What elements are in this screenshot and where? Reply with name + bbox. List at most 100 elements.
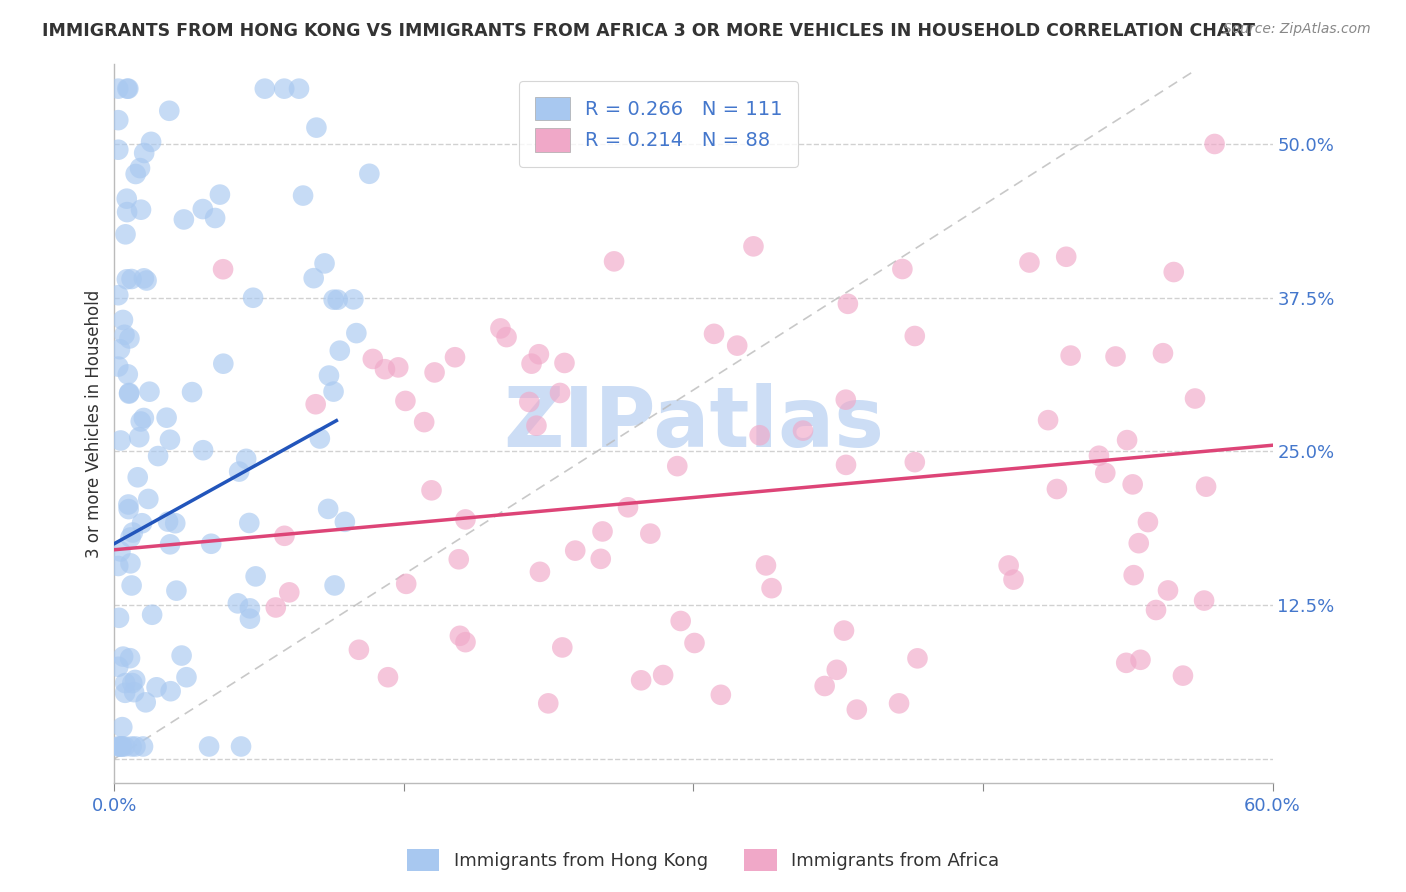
Point <box>228 465 250 479</box>
Point <box>666 459 689 474</box>
Point <box>548 386 571 401</box>
Point <box>835 392 858 407</box>
Text: Source: ZipAtlas.com: Source: ZipAtlas.com <box>1223 22 1371 37</box>
Point <box>114 676 136 690</box>
Point <box>904 329 927 343</box>
Point <box>159 684 181 698</box>
Point <box>121 272 143 286</box>
Point <box>121 676 143 690</box>
Point <box>1018 255 1040 269</box>
Point <box>107 359 129 374</box>
Point <box>114 739 136 754</box>
Point <box>107 113 129 128</box>
Point <box>755 558 778 573</box>
Point <box>226 596 249 610</box>
Point <box>122 685 145 699</box>
Point <box>1104 350 1126 364</box>
Point <box>121 739 143 754</box>
Point <box>342 293 364 307</box>
Point <box>114 227 136 242</box>
Point <box>454 635 477 649</box>
Point <box>551 640 574 655</box>
Point <box>245 569 267 583</box>
Point <box>159 433 181 447</box>
Point <box>114 686 136 700</box>
Point <box>449 629 471 643</box>
Point <box>208 187 231 202</box>
Point <box>204 211 226 225</box>
Point <box>157 515 180 529</box>
Point <box>124 739 146 754</box>
Point <box>107 143 129 157</box>
Point <box>377 670 399 684</box>
Point <box>1192 593 1215 607</box>
Point <box>825 663 848 677</box>
Point <box>135 273 157 287</box>
Point <box>1122 477 1144 491</box>
Point <box>652 668 675 682</box>
Point <box>129 202 152 217</box>
Point <box>132 739 155 754</box>
Point <box>1171 668 1194 682</box>
Point <box>520 357 543 371</box>
Point <box>117 81 139 95</box>
Point <box>887 697 910 711</box>
Point <box>630 673 652 688</box>
Point <box>1157 583 1180 598</box>
Point <box>239 601 262 615</box>
Point <box>107 739 129 754</box>
Point <box>264 600 287 615</box>
Point <box>1088 449 1111 463</box>
Point <box>129 415 152 429</box>
Point <box>212 357 235 371</box>
Point <box>1129 653 1152 667</box>
Point <box>110 434 132 448</box>
Point <box>322 293 344 307</box>
Legend: Immigrants from Hong Kong, Immigrants from Africa: Immigrants from Hong Kong, Immigrants fr… <box>399 842 1007 879</box>
Point <box>725 338 748 352</box>
Point <box>344 326 367 340</box>
Point <box>302 271 325 285</box>
Point <box>176 670 198 684</box>
Point <box>112 649 135 664</box>
Point <box>117 368 139 382</box>
Point <box>173 212 195 227</box>
Point <box>495 330 517 344</box>
Point <box>278 585 301 599</box>
Point <box>347 642 370 657</box>
Point <box>118 385 141 400</box>
Point <box>1184 392 1206 406</box>
Point <box>603 254 626 268</box>
Point <box>640 526 662 541</box>
Point <box>181 385 204 400</box>
Point <box>1204 136 1226 151</box>
Point <box>835 458 858 472</box>
Point <box>292 188 315 202</box>
Point <box>318 368 340 383</box>
Point <box>138 384 160 399</box>
Point <box>454 512 477 526</box>
Point <box>239 612 262 626</box>
Point <box>845 703 868 717</box>
Point <box>305 120 328 135</box>
Point <box>136 491 159 506</box>
Text: IMMIGRANTS FROM HONG KONG VS IMMIGRANTS FROM AFRICA 3 OR MORE VEHICLES IN HOUSEH: IMMIGRANTS FROM HONG KONG VS IMMIGRANTS … <box>42 22 1256 40</box>
Point <box>997 558 1019 573</box>
Point <box>1115 656 1137 670</box>
Point <box>253 81 276 95</box>
Point <box>374 362 396 376</box>
Point <box>1163 265 1185 279</box>
Point <box>394 393 416 408</box>
Point <box>326 293 349 307</box>
Point <box>529 565 551 579</box>
Point <box>761 581 783 595</box>
Point <box>387 360 409 375</box>
Point <box>322 384 344 399</box>
Point <box>117 81 139 95</box>
Point <box>314 256 336 270</box>
Point <box>423 366 446 380</box>
Point <box>118 386 141 401</box>
Point <box>107 558 129 573</box>
Y-axis label: 3 or more Vehicles in Household: 3 or more Vehicles in Household <box>86 290 103 558</box>
Point <box>235 451 257 466</box>
